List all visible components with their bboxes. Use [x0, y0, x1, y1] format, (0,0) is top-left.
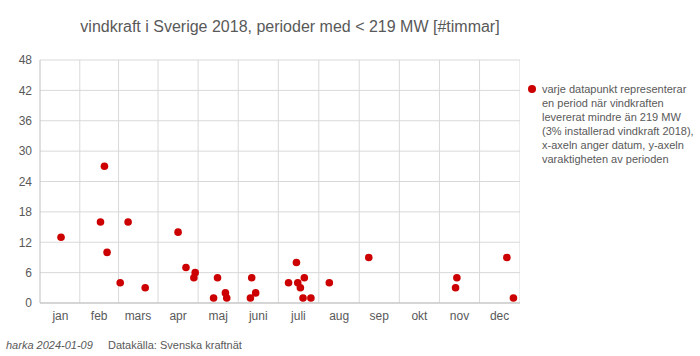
html-text:varje datapunkt representerar: varje datapunkt representerar en period …: [542, 83, 694, 165]
svg-text:apr: apr: [169, 309, 186, 323]
svg-text:feb: feb: [91, 309, 108, 323]
html-text:vindkraft i Sverige 2018, peri: vindkraft i Sverige 2018, perioder med <…: [80, 18, 500, 35]
svg-text:jan: jan: [51, 309, 68, 323]
svg-text:18: 18: [19, 205, 33, 219]
svg-text:6: 6: [25, 266, 32, 280]
svg-text:okt: okt: [411, 309, 428, 323]
svg-text:maj: maj: [209, 309, 228, 323]
svg-text:mars: mars: [125, 309, 152, 323]
html-text:Datakälla: Svenska kraftnät: Datakälla: Svenska kraftnät: [108, 339, 242, 351]
svg-text:42: 42: [19, 84, 33, 98]
svg-text:nov: nov: [450, 309, 469, 323]
svg-text:0: 0: [25, 296, 32, 310]
html-text:harka 2024-01-09: harka 2024-01-09: [6, 339, 93, 351]
svg-text:juli: juli: [290, 309, 306, 323]
svg-text:24: 24: [19, 175, 33, 189]
svg-text:aug: aug: [329, 309, 349, 323]
svg-text:48: 48: [19, 53, 33, 67]
svg-text:30: 30: [19, 144, 33, 158]
svg-text:36: 36: [19, 114, 33, 128]
svg-text:sep: sep: [370, 309, 390, 323]
svg-text:12: 12: [19, 236, 33, 250]
svg-text:juni: juni: [248, 309, 268, 323]
svg-text:dec: dec: [490, 309, 509, 323]
